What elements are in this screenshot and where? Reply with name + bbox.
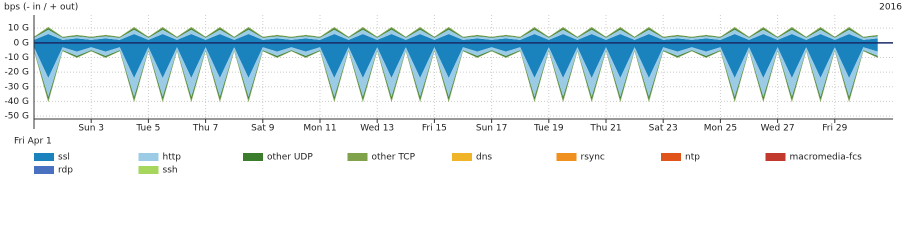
x-tick-label: Sun 17 — [476, 124, 507, 134]
legend-swatch — [452, 153, 472, 161]
x-tick-label: Fri Apr 1 — [14, 137, 52, 147]
y-tick-label: 0 G — [13, 38, 29, 48]
legend-label: ssl — [58, 153, 70, 163]
y-tick-label: -50 G — [4, 112, 29, 122]
area-out — [34, 28, 878, 38]
x-tick-label: Sat 9 — [251, 124, 275, 134]
legend-label: other UDP — [267, 153, 313, 163]
x-tick-label: Tue 5 — [135, 124, 160, 134]
y-tick-label: 10 G — [8, 24, 29, 34]
legend-label: http — [163, 153, 182, 163]
area-in — [34, 47, 878, 97]
legend-swatch — [138, 166, 159, 174]
legend-label: ssh — [163, 166, 178, 176]
y-tick-label: -30 G — [4, 82, 29, 92]
area-out — [34, 27, 878, 38]
y-tick-label: -20 G — [4, 68, 29, 78]
legend-swatch — [243, 153, 263, 161]
area-out — [34, 34, 878, 43]
x-tick-label: Sun 3 — [78, 124, 104, 134]
x-tick-label: Wed 27 — [761, 124, 795, 134]
legend-swatch — [765, 153, 786, 161]
x-tick-label: Mon 11 — [303, 124, 336, 134]
x-tick-label: Thu 21 — [589, 124, 621, 134]
legend-label: other TCP — [372, 153, 416, 163]
x-tick-label: Mon 25 — [704, 124, 737, 134]
legend-label: dns — [476, 153, 492, 163]
x-tick-label: Thu 7 — [192, 124, 219, 134]
legend-label: rdp — [58, 166, 73, 176]
legend-swatch — [556, 153, 577, 161]
area-in — [34, 50, 878, 100]
area-out — [34, 29, 878, 40]
legend-label: macromedia-fcs — [790, 153, 863, 163]
y-tick-label: -10 G — [4, 53, 29, 63]
legend-swatch — [661, 153, 681, 161]
area-in — [34, 42, 878, 78]
legend-swatch — [34, 166, 54, 174]
chart-title: bps (- in / + out) — [4, 3, 78, 13]
y-tick-label: -40 G — [4, 97, 29, 107]
x-tick-label: Tue 19 — [533, 124, 564, 134]
area-in — [34, 50, 878, 103]
legend-swatch — [34, 153, 54, 161]
legend-swatch — [347, 153, 368, 161]
chart: bps (- in / + out) 2016 10 G 0 G -10 G -20 … — [4, 3, 902, 176]
year-label: 2016 — [879, 3, 902, 13]
x-tick-label: Sat 23 — [649, 124, 678, 134]
legend-swatch — [138, 153, 159, 161]
x-tick-label: Wed 13 — [360, 124, 394, 134]
x-tick-label: Fri 29 — [822, 124, 847, 134]
legend-label: rsync — [581, 153, 605, 163]
legend-label: ntp — [685, 153, 700, 163]
x-tick-label: Fri 15 — [422, 124, 447, 134]
